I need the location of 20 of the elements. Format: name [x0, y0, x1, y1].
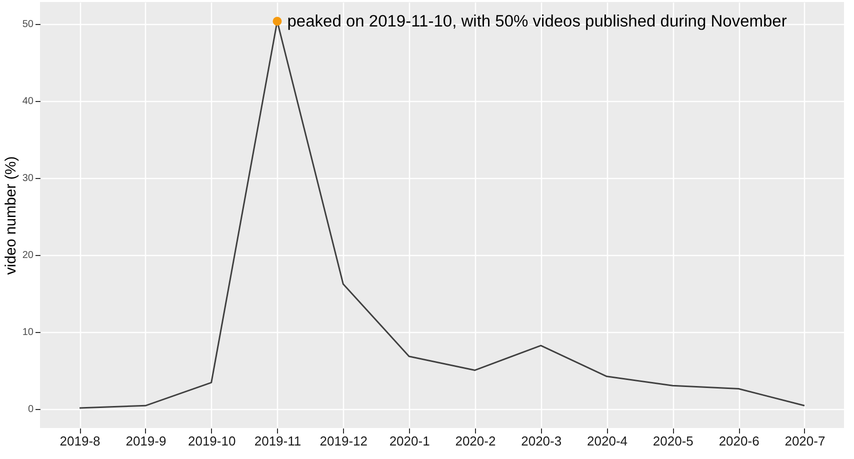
y-tick-label: 30 [22, 173, 34, 184]
x-tick-label: 2020-2 [455, 434, 496, 448]
x-tick-label: 2019-11 [254, 434, 302, 448]
y-axis-title: video number (%) [2, 156, 20, 275]
x-tick-label: 2020-1 [389, 434, 430, 448]
y-tick-label: 40 [22, 96, 34, 108]
x-tick-label: 2020-7 [784, 434, 826, 448]
x-tick-label: 2020-3 [521, 434, 562, 448]
x-tick-label: 2019-10 [188, 434, 236, 448]
x-tick-label: 2019-8 [60, 434, 100, 448]
x-tick-label: 2019-9 [126, 434, 166, 448]
x-tick-label: 2020-6 [718, 434, 760, 448]
y-tick-label: 0 [28, 404, 34, 416]
y-tick-label: 20 [22, 250, 34, 262]
y-tick-label: 50 [22, 19, 34, 30]
x-tick-label: 2019-12 [320, 434, 368, 448]
annotation: peaked on 2019-11-10, with 50% videos published during November [287, 12, 788, 30]
y-tick-label: 10 [22, 327, 34, 338]
x-tick-label: 2020-5 [652, 434, 694, 448]
x-tick-label: 2020-4 [587, 434, 628, 448]
